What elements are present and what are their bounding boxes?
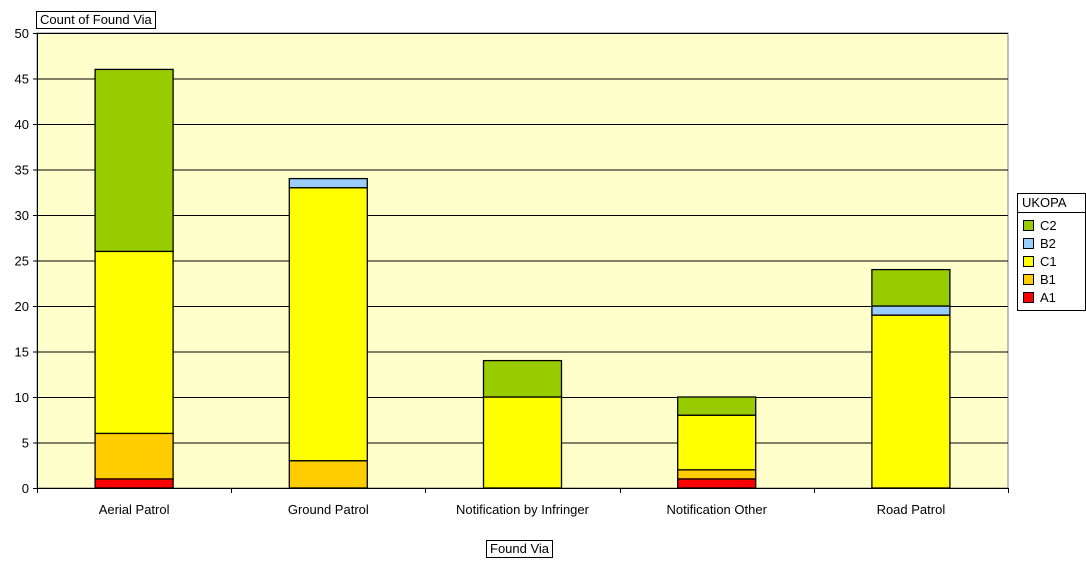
x-axis-label: Found Via — [486, 540, 554, 558]
legend-item-c1: C1 — [1018, 252, 1085, 270]
legend-label: A1 — [1040, 289, 1056, 305]
y-tick-label: 20 — [15, 299, 29, 314]
legend-label: B1 — [1040, 271, 1056, 287]
bar-segment-b1 — [94, 432, 174, 480]
bar-segment-b2 — [871, 305, 951, 316]
legend-item-c2: C2 — [1018, 216, 1085, 234]
legend-label: C2 — [1040, 217, 1057, 233]
bar-segment-b1 — [288, 460, 368, 489]
legend-title: UKOPA — [1018, 194, 1085, 213]
x-tick-label: Notification by Infringer — [456, 502, 590, 517]
bar-segment-b1 — [677, 469, 757, 480]
x-tick-label: Road Patrol — [877, 502, 946, 517]
bar-segment-c1 — [482, 396, 563, 489]
x-tick-label: Aerial Patrol — [99, 502, 170, 517]
y-tick-label: 50 — [15, 26, 29, 41]
bar-segment-c1 — [94, 250, 174, 435]
bar-segment-a1 — [94, 478, 174, 489]
legend-swatch — [1023, 273, 1034, 285]
legend-item-a1: A1 — [1018, 288, 1085, 306]
legend-swatch — [1023, 255, 1034, 267]
y-tick-label: 0 — [22, 481, 29, 496]
x-tick-label: Ground Patrol — [288, 502, 369, 517]
bar-segment-c2 — [94, 68, 174, 253]
y-tick-label: 45 — [15, 72, 29, 87]
bar-segment-c1 — [677, 414, 757, 471]
bar-segment-c2 — [871, 268, 951, 307]
legend-list: C2 B2 C1 B1 A1 — [1018, 213, 1085, 310]
bar-segment-c1 — [288, 187, 368, 462]
legend-item-b1: B1 — [1018, 270, 1085, 288]
legend-label: C1 — [1040, 253, 1057, 269]
y-tick-label: 10 — [15, 390, 29, 405]
bar-segment-a1 — [677, 478, 757, 489]
legend-swatch — [1023, 237, 1034, 249]
y-tick-label: 15 — [15, 345, 29, 360]
bar-segment-c2 — [482, 359, 563, 398]
bar-segment-b2 — [288, 177, 368, 189]
legend-swatch — [1023, 291, 1034, 303]
bar-segment-c1 — [871, 314, 951, 489]
legend: UKOPA C2 B2 C1 B1 A1 — [1017, 193, 1086, 311]
y-tick-label: 30 — [15, 208, 29, 223]
bar-segment-c2 — [677, 396, 757, 416]
y-tick-label: 40 — [15, 117, 29, 132]
y-axis-label: Count of Found Via — [36, 11, 156, 29]
y-tick-label: 25 — [15, 254, 29, 269]
legend-label: B2 — [1040, 235, 1056, 251]
x-tick-label: Notification Other — [666, 502, 767, 517]
y-tick-label: 5 — [22, 436, 29, 451]
y-tick-label: 35 — [15, 163, 29, 178]
legend-item-b2: B2 — [1018, 234, 1085, 252]
legend-swatch — [1023, 219, 1034, 231]
